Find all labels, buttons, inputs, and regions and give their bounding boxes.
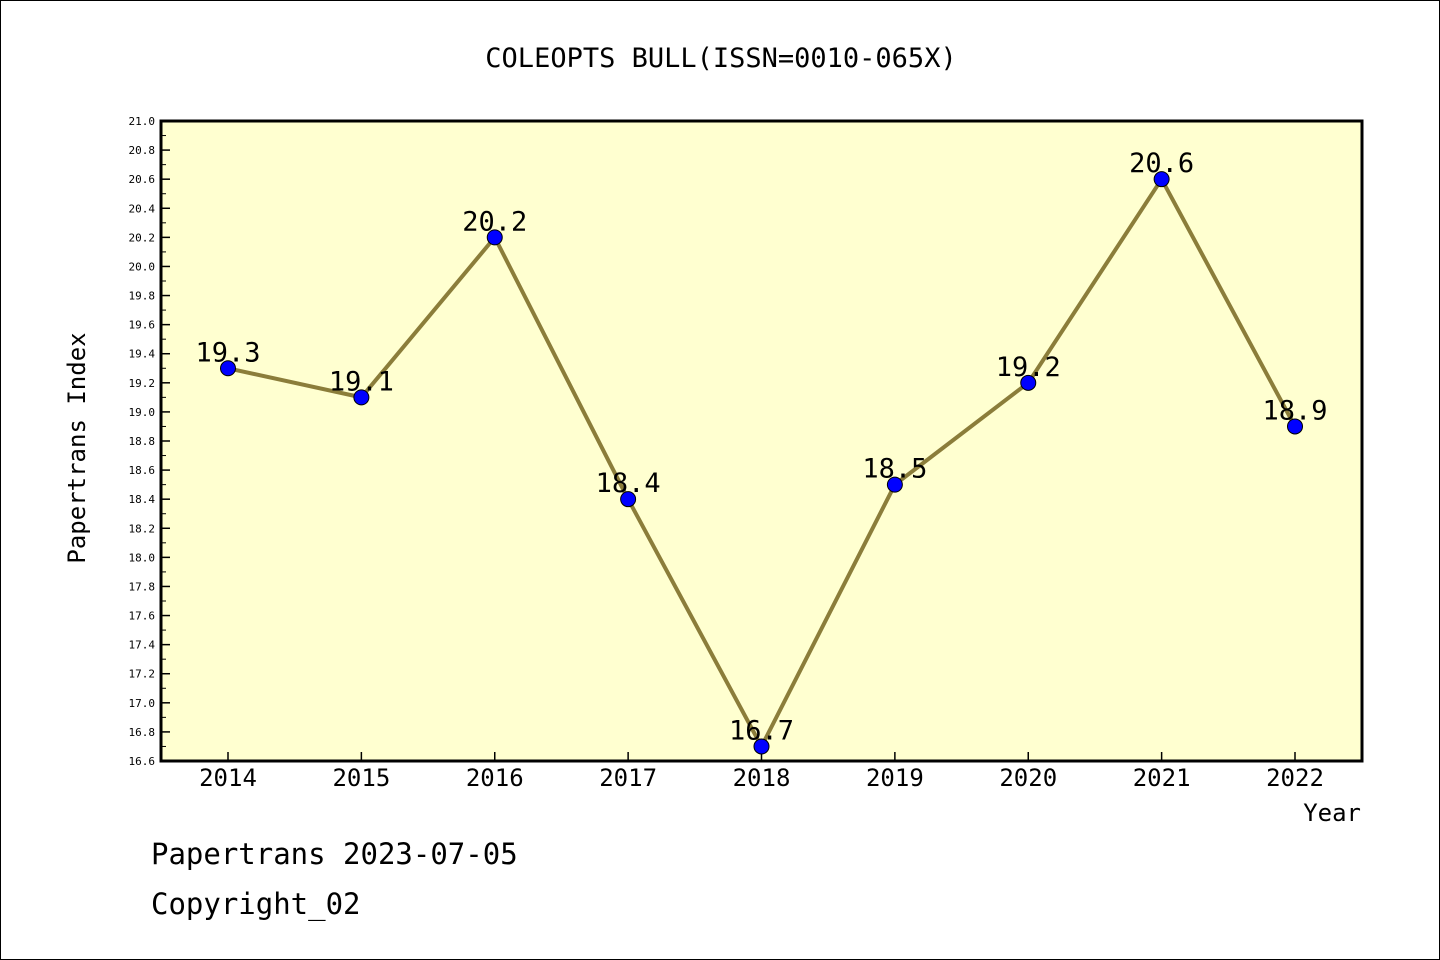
y-tick-label: 20.0 xyxy=(129,260,156,273)
x-tick-label: 2019 xyxy=(866,764,924,792)
y-tick-label: 20.6 xyxy=(129,173,156,186)
x-tick-label: 2022 xyxy=(1266,764,1324,792)
data-label: 20.6 xyxy=(1129,148,1194,179)
y-tick-label: 19.2 xyxy=(129,377,156,390)
data-point-marker xyxy=(486,229,503,246)
x-tick-label: 2021 xyxy=(1133,764,1191,792)
y-tick-label: 18.6 xyxy=(129,464,156,477)
y-tick-label: 19.6 xyxy=(129,319,156,332)
y-tick-label: 18.0 xyxy=(129,551,156,564)
y-tick-label: 19.8 xyxy=(129,290,156,303)
x-tick-label: 2016 xyxy=(466,764,524,792)
data-point-marker xyxy=(1153,171,1170,188)
y-tick-label: 17.0 xyxy=(129,697,156,710)
x-tick-label: 2014 xyxy=(199,764,257,792)
x-axis-title: Year xyxy=(1303,799,1361,827)
data-label: 18.4 xyxy=(596,468,661,499)
y-tick-label: 19.0 xyxy=(129,406,156,419)
y-tick-label: 21.0 xyxy=(129,115,156,128)
x-tick-label: 2017 xyxy=(599,764,657,792)
data-label: 19.3 xyxy=(195,337,260,368)
x-axis: 2014 2015 2016 2017 2018 2019 2020 2021 2022 xyxy=(199,752,1324,792)
series-layer: 19.3 19.1 20.2 18.4 16.7 18.5 19.2 20.6 18.9 xyxy=(195,148,1328,755)
data-label: 19.2 xyxy=(996,352,1061,383)
y-tick-label: 16.8 xyxy=(129,726,156,739)
data-point-marker xyxy=(620,491,637,508)
x-tick-label: 2018 xyxy=(733,764,791,792)
data-label: 18.9 xyxy=(1262,395,1327,426)
y-tick-label: 17.2 xyxy=(129,668,156,681)
data-label: 16.7 xyxy=(729,715,794,746)
y-tick-label: 19.4 xyxy=(129,348,156,361)
y-tick-label: 17.6 xyxy=(129,610,156,623)
data-point-marker xyxy=(1287,418,1303,435)
y-tick-label: 16.6 xyxy=(129,755,156,768)
data-point-marker xyxy=(753,738,770,755)
y-tick-label: 18.4 xyxy=(129,493,156,506)
data-label: 18.5 xyxy=(862,454,927,485)
y-tick-label: 18.8 xyxy=(129,435,156,448)
y-tick-label: 20.8 xyxy=(129,144,156,157)
data-point-marker xyxy=(1020,374,1037,391)
x-tick-label: 2015 xyxy=(332,764,390,792)
y-tick-label: 20.2 xyxy=(129,231,156,244)
data-label: 19.1 xyxy=(329,366,394,397)
y-axis-title: Papertrans Index xyxy=(63,332,91,563)
y-tick-label: 17.4 xyxy=(129,639,156,652)
y-axis: 16.6 16.8 17.0 17.2 17.4 17.6 17.8 18.0 18.2 18.4… xyxy=(129,115,170,768)
chart-title: COLEOPTS BULL(ISSN=0010-065X) xyxy=(485,43,956,74)
y-tick-label: 18.2 xyxy=(129,522,156,535)
y-tick-label: 20.4 xyxy=(129,202,156,215)
y-tick-label: 17.8 xyxy=(129,580,156,593)
data-point-marker xyxy=(220,360,236,377)
plot-area xyxy=(159,119,1364,763)
footer-copyright: Copyright_02 xyxy=(151,887,361,921)
footer-date: Papertrans 2023-07-05 xyxy=(151,837,518,871)
x-tick-label: 2020 xyxy=(999,764,1057,792)
data-point-marker xyxy=(353,389,370,406)
data-point-marker xyxy=(886,476,903,493)
data-label: 20.2 xyxy=(462,206,527,237)
